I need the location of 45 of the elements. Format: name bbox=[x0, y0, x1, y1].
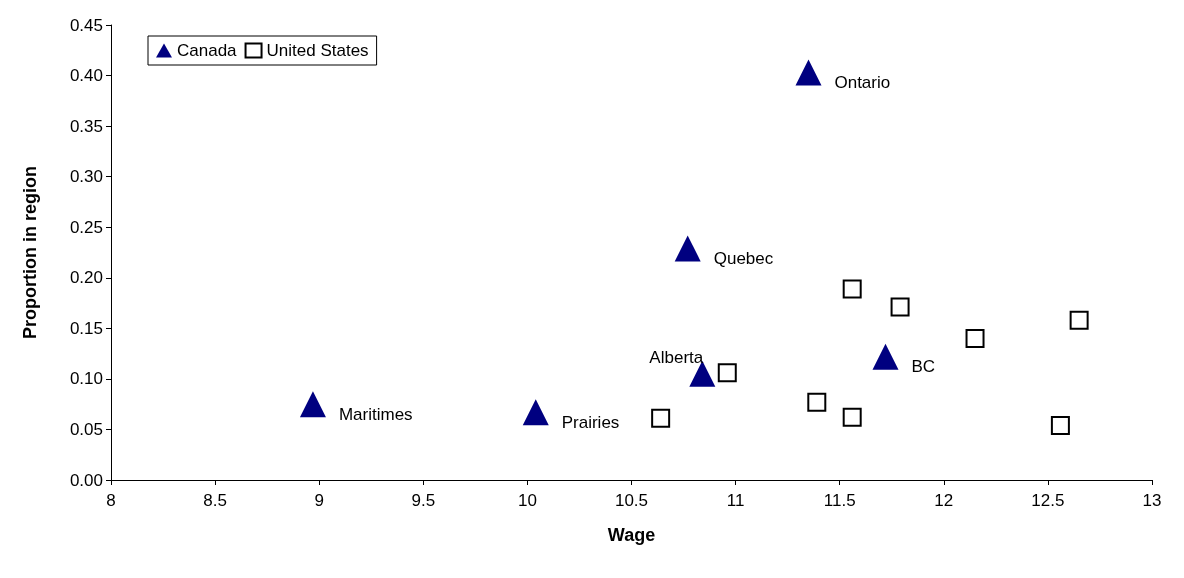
point bbox=[522, 399, 549, 426]
x-tick-label: 8.5 bbox=[203, 491, 227, 510]
point bbox=[1050, 415, 1070, 435]
y-tick-label: 0.25 bbox=[69, 217, 103, 237]
y-axis-title: Proportion in region bbox=[20, 166, 40, 339]
y-tick-label: 0.30 bbox=[69, 167, 103, 187]
point bbox=[807, 392, 827, 412]
x-tick-label: 8 bbox=[106, 491, 116, 510]
point bbox=[1069, 310, 1089, 330]
point bbox=[842, 279, 862, 299]
point bbox=[842, 407, 862, 427]
annotation: BC bbox=[911, 357, 936, 377]
y-tick-label: 0.15 bbox=[69, 318, 103, 338]
annotation: Ontario bbox=[834, 73, 891, 93]
y-tick-label: 0.40 bbox=[69, 66, 103, 86]
x-axis-title: Wage bbox=[607, 525, 656, 545]
x-tick-label: 10 bbox=[517, 491, 537, 510]
point bbox=[299, 391, 326, 418]
annotation: Maritimes bbox=[338, 404, 413, 424]
x-tick-label: 12 bbox=[934, 491, 954, 510]
y-tick-label: 0.35 bbox=[69, 116, 103, 136]
x-tick-label: 11.5 bbox=[823, 491, 856, 510]
annotation: Prairies bbox=[561, 412, 620, 432]
legend-label: United States bbox=[266, 41, 369, 60]
annotation: Quebec bbox=[713, 248, 774, 268]
y-tick-label: 0.45 bbox=[69, 15, 103, 35]
point bbox=[965, 328, 985, 348]
y-tick-label: 0.20 bbox=[69, 268, 103, 288]
y-tick-label: 0.05 bbox=[69, 419, 103, 439]
point bbox=[717, 363, 737, 383]
x-tick-label: 9.5 bbox=[411, 491, 436, 510]
point bbox=[795, 59, 822, 86]
legend-label: Canada bbox=[177, 41, 238, 60]
x-tick-label: 12.5 bbox=[1031, 491, 1065, 510]
point bbox=[872, 343, 899, 370]
point bbox=[651, 408, 671, 428]
point bbox=[674, 235, 701, 262]
point bbox=[890, 297, 910, 317]
annotation: Alberta bbox=[649, 347, 704, 367]
y-tick-label: 0.00 bbox=[69, 470, 103, 490]
x-tick-label: 10.5 bbox=[614, 491, 649, 510]
x-tick-label: 13 bbox=[1142, 491, 1162, 510]
y-tick-label: 0.10 bbox=[69, 369, 103, 389]
x-tick-label: 9 bbox=[314, 491, 324, 510]
x-tick-label: 11 bbox=[726, 491, 745, 510]
